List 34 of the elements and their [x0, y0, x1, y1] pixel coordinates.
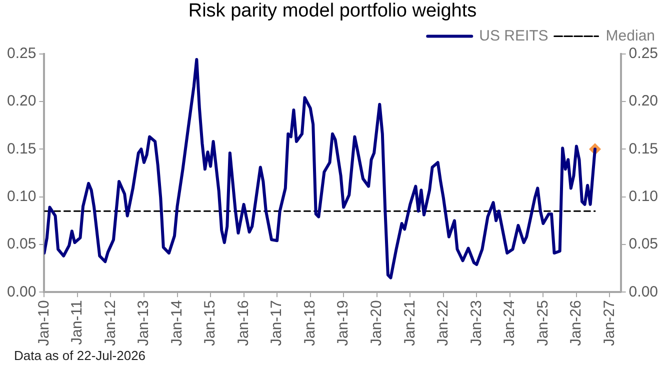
y-tick-label: 0.15 — [6, 140, 36, 158]
x-tick-label: Jan-20 — [368, 300, 385, 346]
x-tick-label: Jan-21 — [401, 300, 418, 346]
x-tick-label: Jan-13 — [135, 300, 152, 346]
y2-tick-label: 0.00 — [628, 283, 658, 300]
x-tick-label: Jan-12 — [102, 300, 119, 346]
x-tick-label: Jan-15 — [202, 300, 219, 346]
x-tick-label: Jan-22 — [434, 300, 452, 346]
legend-label: US REITS — [479, 27, 548, 44]
x-tick-label: Jan-25 — [534, 300, 552, 346]
x-tick-label: Jan-23 — [468, 300, 485, 346]
y-tick-label: 0.10 — [6, 188, 36, 205]
legend-label: Median — [606, 27, 656, 44]
x-tick-label: Jan-16 — [234, 300, 252, 346]
x-tick-label: Jan-11 — [68, 300, 86, 345]
y-tick-label: 0.05 — [6, 236, 36, 253]
y2-tick-label: 0.15 — [628, 140, 658, 158]
y2-tick-label: 0.10 — [628, 188, 658, 205]
y-tick-label: 0.00 — [6, 283, 36, 300]
y-tick-label: 0.20 — [6, 92, 36, 110]
x-tick-label: Jan-14 — [168, 300, 186, 346]
chart-title: Risk parity model portfolio weights — [188, 0, 477, 22]
text: Data as of 22-Jul-2026 — [14, 348, 146, 363]
x-tick-label: Jan-19 — [334, 300, 352, 346]
y-tick-label: 0.25 — [6, 44, 36, 62]
y2-tick-label: 0.25 — [628, 44, 658, 62]
x-tick-label: Jan-10 — [35, 300, 52, 346]
x-tick-label: Jan-27 — [600, 300, 618, 346]
x-tick-label: Jan-18 — [301, 300, 318, 346]
y2-tick-label: 0.20 — [628, 92, 658, 110]
x-tick-label: Jan-26 — [568, 300, 585, 346]
x-tick-label: Jan-24 — [501, 300, 518, 346]
y2-tick-label: 0.05 — [628, 236, 658, 253]
x-tick-label: Jan-17 — [268, 300, 286, 346]
